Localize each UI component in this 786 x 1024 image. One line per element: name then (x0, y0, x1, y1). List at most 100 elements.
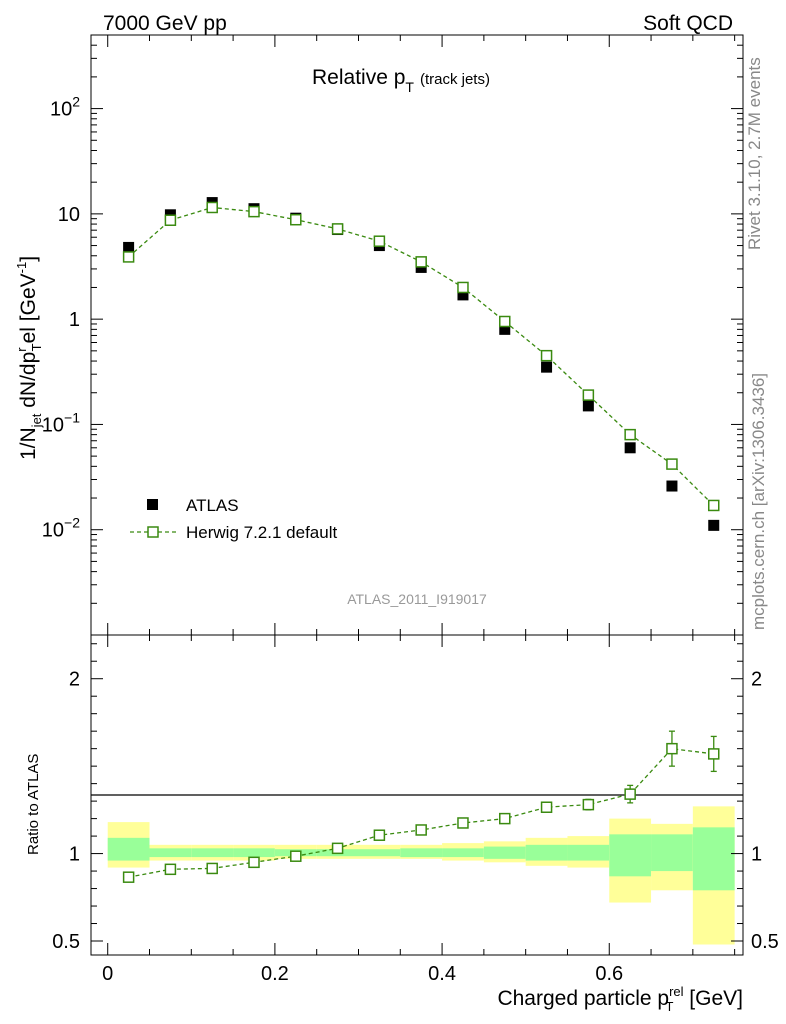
main-y-tick-label-base: 1 (69, 309, 80, 331)
main-y-tick-label-base: 10 (42, 414, 64, 436)
x-tick-label: 0.2 (261, 963, 289, 985)
ratio-y-tick-label-left: 1 (69, 844, 80, 866)
ratio-point (457, 817, 469, 829)
main-y-tick-label: 10−1 (42, 409, 80, 436)
data-point (123, 241, 135, 253)
ratio-band-inner (358, 849, 401, 857)
data-point (666, 480, 678, 492)
mc-point (248, 205, 260, 218)
header-left: 7000 GeV pp (103, 12, 227, 35)
ratio-band-inner (483, 846, 526, 859)
mc-point (122, 251, 135, 263)
mcplots-label: mcplots.cern.ch [arXiv:1306.3436] (749, 373, 768, 630)
legend: ATLAS Herwig 7.2.1 default (130, 496, 337, 542)
x-tick-label: 0.4 (428, 963, 456, 985)
main-y-tick-label-exp: −2 (64, 515, 80, 531)
plot-title-suffix: (track jets) (420, 71, 490, 88)
mc-point (582, 389, 595, 401)
mc-point (457, 281, 469, 294)
ratio-point (206, 862, 218, 875)
legend-data-marker (147, 499, 158, 510)
data-point (499, 323, 511, 335)
main-y-tick-label: 1 (69, 309, 80, 331)
main-y-tick-label-exp: 2 (72, 94, 80, 110)
ratio-point (415, 824, 427, 836)
mc-point (707, 499, 720, 512)
ratio-point (499, 812, 511, 825)
ratio-point (248, 856, 260, 869)
plot-title-sub: T (405, 79, 414, 95)
ratio-band-inner (651, 834, 693, 872)
main-y-tick-label-base: 10 (50, 99, 72, 121)
mc-point (290, 213, 302, 226)
ratio-band-inner (609, 834, 652, 877)
ratio-point (666, 742, 678, 755)
ratio-point (290, 850, 302, 862)
x-tick-label: 0 (102, 963, 113, 985)
ratio-point (540, 801, 553, 813)
main-y-tick-label-base: 10 (58, 204, 80, 226)
x-axis-label-main: Charged particle p (497, 987, 669, 1010)
mc-point (206, 201, 218, 214)
ratio-band-inner (400, 848, 443, 858)
analysis-id: ATLAS_2011_I919017 (347, 591, 487, 607)
data-point (624, 442, 636, 454)
ratio-y-axis-label: Ratio to ATLAS (25, 754, 42, 855)
x-axis-label-sub: T (666, 999, 674, 1014)
mc-point (666, 458, 678, 470)
ratio-band-inner (567, 844, 610, 861)
main-y-tick-label: 102 (50, 94, 80, 121)
ratio-band-inner (525, 844, 568, 861)
ratio-point (707, 748, 720, 760)
header-right: Soft QCD (643, 12, 733, 35)
data-point (708, 519, 720, 531)
ratio-y-tick-label-right: 0.5 (751, 931, 779, 953)
ratio-axes: 0.5 0.5 1 1 2 2 0 0.2 0.4 0.6 (52, 635, 779, 985)
mc-point (415, 256, 427, 268)
legend-data-label: ATLAS (186, 496, 239, 515)
rivet-label: Rivet 3.1.10, 2.7M events (745, 57, 764, 250)
mc-point (164, 214, 177, 226)
mc-curve (128, 206, 715, 506)
main-y-tick-label-exp: −1 (64, 409, 80, 425)
ratio-uncertainty-bands (107, 806, 735, 945)
ratio-point (624, 788, 636, 800)
ratio-band-inner (107, 837, 150, 861)
mc-point (331, 223, 344, 235)
ratio-point (164, 863, 177, 876)
legend-mc-marker (147, 526, 159, 538)
ratio-band-inner (191, 848, 234, 858)
x-tick-label: 0.6 (595, 963, 623, 985)
ratio-y-tick-label-left: 2 (69, 669, 80, 691)
main-y-tick-label-base: 10 (42, 520, 64, 542)
ratio-y-tick-label-left: 0.5 (52, 931, 80, 953)
main-y-axis-label: 1/Njet dN/dprTel [GeV-1] (14, 256, 44, 460)
ratio-band-inner (233, 848, 275, 858)
main-series (122, 197, 720, 531)
legend-mc-label: Herwig 7.2.1 default (186, 523, 337, 542)
mc-point (624, 428, 636, 441)
x-axis-label-sup: rel (669, 984, 684, 999)
mc-point (373, 235, 386, 247)
ratio-band-inner (442, 848, 484, 858)
ratio-y-tick-label-right: 2 (751, 669, 762, 691)
main-y-tick-label: 10 (58, 204, 80, 226)
data-point (541, 361, 553, 373)
ratio-y-tick-label-right: 1 (751, 844, 762, 866)
ratio-band-inner (149, 848, 192, 858)
data-point (457, 289, 469, 301)
mc-point (499, 315, 511, 328)
ratio-point (582, 798, 595, 811)
ratio-series (122, 730, 720, 883)
plot-title-main: Relative p (312, 66, 405, 89)
ratio-point (331, 842, 344, 855)
x-axis-label: Charged particle prel T [GeV] (497, 984, 743, 1014)
data-point (582, 400, 594, 412)
ratio-band-inner (692, 827, 735, 891)
main-y-tick-label: 10−2 (42, 515, 80, 542)
ratio-point (373, 829, 386, 841)
x-axis-label-suffix: [GeV] (683, 987, 743, 1010)
